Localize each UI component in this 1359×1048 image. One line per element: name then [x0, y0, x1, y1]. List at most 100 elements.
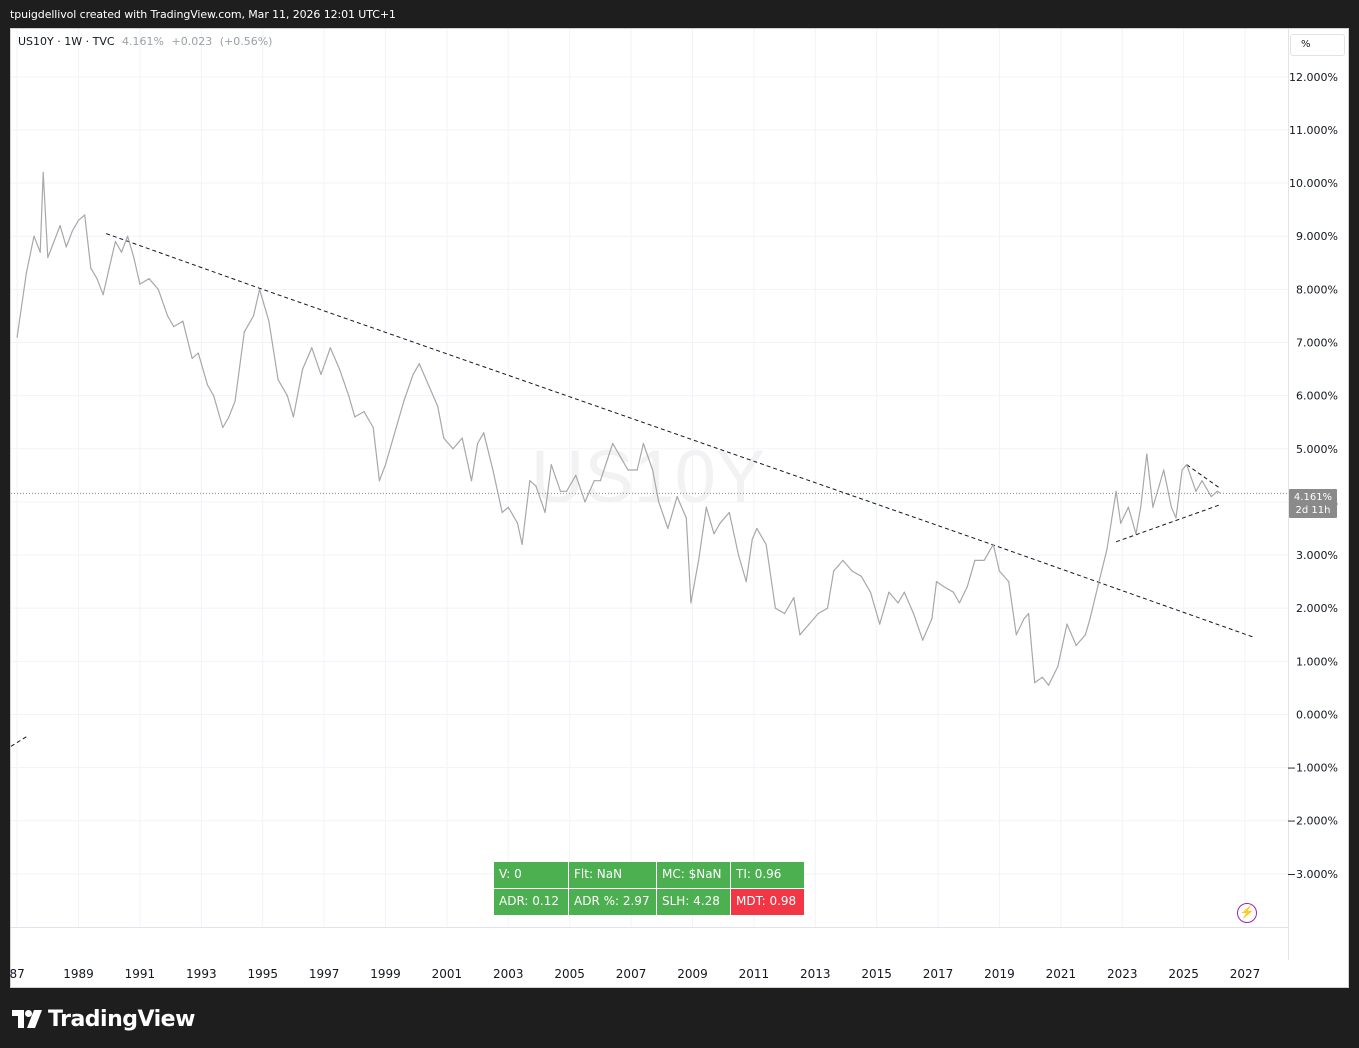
series-point — [784, 612, 786, 615]
series-point — [84, 214, 86, 216]
x-tick-label: 1995 — [247, 967, 278, 981]
series-point — [1152, 506, 1154, 508]
series-point — [133, 256, 135, 259]
series-point — [71, 230, 73, 232]
y-tick-label: 3.000% — [1296, 549, 1338, 562]
series-point — [888, 591, 890, 593]
x-tick-label: 1993 — [186, 967, 217, 981]
series-point — [182, 320, 184, 322]
stat-float: Flt: NaN — [569, 862, 656, 888]
series-point — [90, 267, 92, 269]
stat-market-cap: MC: $NaN — [657, 862, 730, 888]
y-tick-label: 11.000% — [1289, 124, 1338, 137]
series-point — [47, 256, 49, 259]
x-tick-label: 2021 — [1046, 967, 1077, 981]
series-point — [292, 416, 294, 418]
stat-mdt: MDT: 0.98 — [731, 889, 804, 915]
series-point — [59, 225, 61, 227]
x-tick-label: 2027 — [1230, 967, 1261, 981]
x-tick-label: 1997 — [309, 967, 340, 981]
stat-adr: ADR: 0.12 — [494, 889, 568, 915]
series-point — [1097, 586, 1099, 588]
chart-frame[interactable] — [10, 28, 1349, 988]
series-point — [102, 294, 104, 296]
legend-last-value: 4.161% — [122, 35, 164, 48]
series-point — [842, 559, 844, 562]
series-point — [931, 618, 933, 620]
series-point — [338, 368, 341, 370]
unit-label: % — [1301, 39, 1311, 50]
series-point — [148, 278, 150, 280]
series-point — [584, 501, 586, 503]
series-point — [765, 543, 767, 546]
series-point — [593, 480, 595, 482]
series-point — [234, 400, 236, 402]
x-tick-label: 2007 — [616, 967, 647, 981]
series-point — [228, 416, 230, 418]
series-point — [1089, 618, 1091, 620]
series-point — [559, 490, 562, 492]
series-point — [1158, 485, 1160, 487]
series-point — [477, 442, 479, 445]
series-point — [903, 591, 905, 593]
x-tick-label: 2011 — [739, 967, 770, 981]
series-point — [636, 469, 638, 471]
series-point — [1219, 492, 1222, 494]
series-point — [96, 278, 98, 280]
series-point — [243, 331, 245, 333]
series-point — [157, 288, 159, 290]
unit-selector[interactable]: % — [1290, 34, 1345, 56]
legend-change: +0.023 — [171, 35, 213, 48]
x-axis-labels: 87 1989 1991 1993 1995 1997 1999 2001 2003 2005 20… — [9, 967, 1260, 981]
x-tick-label: 2017 — [923, 967, 954, 981]
series-point — [1181, 469, 1183, 471]
series-point — [77, 219, 80, 221]
series-point — [912, 612, 915, 615]
series-point — [808, 623, 810, 625]
series-point — [737, 554, 740, 556]
trendline — [1115, 504, 1221, 543]
series-point — [483, 432, 485, 434]
series-point — [1034, 682, 1036, 684]
attribution-bar: tpuigdellivol created with TradingView.c… — [0, 0, 1359, 28]
axis-layer — [11, 29, 1289, 960]
legend-change-pct: (+0.56%) — [219, 35, 273, 48]
series-point — [222, 426, 224, 429]
series-point — [65, 246, 67, 248]
series-point — [418, 363, 420, 365]
series-point — [799, 634, 801, 636]
series-point — [139, 283, 141, 285]
trendline-layer — [10, 233, 1255, 747]
series-point — [705, 506, 707, 508]
series-point — [394, 432, 396, 434]
y-axis-labels: 12.000% 11.000% 10.000% 9.000% 8.000% 7.000% 6… — [1287, 71, 1338, 881]
series-point — [167, 315, 169, 317]
series-point — [127, 235, 129, 237]
x-tick-label: 2009 — [677, 967, 708, 981]
series-point — [470, 480, 473, 482]
series-point — [627, 469, 629, 471]
series-point — [1057, 666, 1059, 668]
symbol-legend[interactable]: US10Y · 1W · TVC 4.161% +0.023 (+0.56%) — [18, 35, 272, 48]
series-point — [667, 527, 669, 530]
tradingview-logo: TradingView — [12, 1006, 195, 1032]
series-point — [197, 352, 199, 354]
y-tick-label: 9.000% — [1296, 230, 1338, 243]
series-point — [756, 527, 758, 530]
series-point — [1195, 490, 1197, 492]
series-point — [354, 416, 356, 418]
series-point — [860, 575, 862, 577]
y-tick-label: 10.000% — [1289, 177, 1338, 190]
series-point — [879, 623, 881, 625]
x-tick-label: 1991 — [125, 967, 156, 981]
series-point — [1041, 676, 1043, 678]
series-point — [698, 559, 700, 562]
series-point — [384, 464, 387, 466]
series-point — [1186, 464, 1188, 466]
trendline — [106, 233, 1255, 638]
lightning-icon[interactable]: ⚡ — [1237, 903, 1257, 923]
series-point — [833, 570, 835, 572]
y-tick-label: 7.000% — [1296, 337, 1338, 350]
series-point — [690, 602, 692, 604]
series-point — [793, 597, 795, 599]
